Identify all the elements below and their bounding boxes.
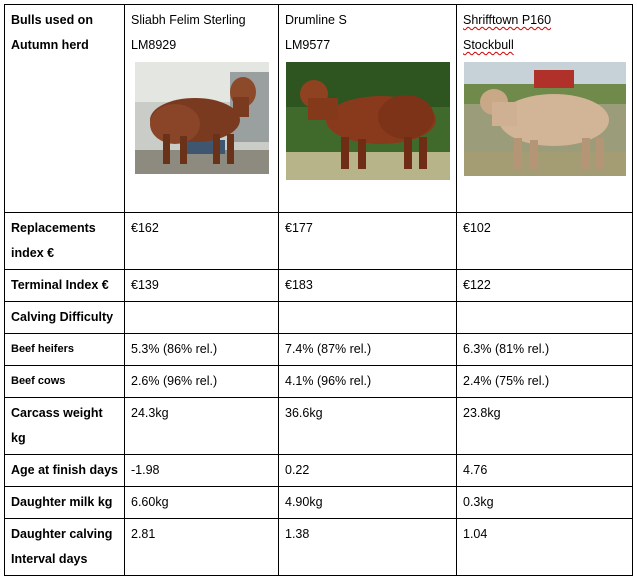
- cell-carcass-drumline: 36.6kg: [278, 397, 457, 455]
- cell-calving-shrifftown: [456, 301, 633, 334]
- row-calving-interval: Daughter calving Interval days 2.81 1.38…: [4, 518, 633, 576]
- cell-beef-heifers-sterling: 5.3% (86% rel.): [124, 333, 279, 366]
- bull-code-shrifftown: Stockbull: [463, 38, 514, 52]
- row-calving-difficulty: Calving Difficulty: [4, 301, 633, 334]
- bull-header-sterling: Sliabh Felim Sterling LM8929: [124, 4, 279, 213]
- cell-beef-heifers-shrifftown: 6.3% (81% rel.): [456, 333, 633, 366]
- cell-milk-drumline: 4.90kg: [278, 486, 457, 519]
- row-label-carcass-weight: Carcass weight kg: [4, 397, 125, 455]
- bull-name-drumline: Drumline S: [285, 13, 347, 27]
- row-replacements: Replacements index € €162 €177 €102: [4, 212, 633, 270]
- row-label-replacements-line1: Replacements: [11, 221, 96, 235]
- header-row: Bulls used on Autumn herd Sliabh Felim S…: [4, 4, 633, 213]
- bull-header-drumline: Drumline S LM9577: [278, 4, 457, 213]
- cell-age-finish-drumline: 0.22: [278, 454, 457, 487]
- row-label-daughter-milk: Daughter milk kg: [4, 486, 125, 519]
- bull-name-shrifftown: Shrifftown P160: [463, 13, 552, 27]
- cell-beef-cows-sterling: 2.6% (96% rel.): [124, 365, 279, 398]
- cell-beef-heifers-drumline: 7.4% (87% rel.): [278, 333, 457, 366]
- row-label-calving-interval-line2: Interval days: [11, 552, 88, 566]
- row-label-replacements: Replacements index €: [4, 212, 125, 270]
- bull-header-shrifftown: Shrifftown P160 Stockbull: [456, 4, 633, 213]
- row-label-calving-difficulty: Calving Difficulty: [4, 301, 125, 334]
- cell-calving-interval-drumline: 1.38: [278, 518, 457, 576]
- cell-age-finish-shrifftown: 4.76: [456, 454, 633, 487]
- cell-terminal-sterling: €139: [124, 269, 279, 302]
- bull-photo-drumline: [285, 62, 450, 180]
- cell-replacements-shrifftown: €102: [456, 212, 633, 270]
- cell-beef-cows-shrifftown: 2.4% (75% rel.): [456, 365, 633, 398]
- header-label-line2: Autumn herd: [11, 38, 89, 52]
- cell-age-finish-sterling: -1.98: [124, 454, 279, 487]
- cell-calving-interval-shrifftown: 1.04: [456, 518, 633, 576]
- row-beef-cows: Beef cows 2.6% (96% rel.) 4.1% (96% rel.…: [4, 365, 633, 398]
- row-carcass-weight: Carcass weight kg 24.3kg 36.6kg 23.8kg: [4, 397, 633, 455]
- cell-terminal-drumline: €183: [278, 269, 457, 302]
- row-age-finish: Age at finish days -1.98 0.22 4.76: [4, 454, 633, 487]
- cell-terminal-shrifftown: €122: [456, 269, 633, 302]
- cell-carcass-sterling: 24.3kg: [124, 397, 279, 455]
- row-beef-heifers: Beef heifers 5.3% (86% rel.) 7.4% (87% r…: [4, 333, 633, 366]
- row-label-beef-heifers: Beef heifers: [4, 333, 125, 366]
- row-daughter-milk: Daughter milk kg 6.60kg 4.90kg 0.3kg: [4, 486, 633, 519]
- row-label-terminal: Terminal Index €: [4, 269, 125, 302]
- cell-carcass-shrifftown: 23.8kg: [456, 397, 633, 455]
- row-label-beef-cows: Beef cows: [4, 365, 125, 398]
- cell-calving-sterling: [124, 301, 279, 334]
- bull-code-drumline: LM9577: [285, 38, 331, 52]
- row-label-calving-interval: Daughter calving Interval days: [4, 518, 125, 576]
- header-label-line1: Bulls used on: [11, 13, 93, 27]
- bull-photo-sterling: [134, 62, 269, 174]
- row-label-replacements-line2: index €: [11, 246, 55, 260]
- bull-code-sterling: LM8929: [131, 38, 177, 52]
- cell-milk-shrifftown: 0.3kg: [456, 486, 633, 519]
- cell-calving-interval-sterling: 2.81: [124, 518, 279, 576]
- header-label-cell: Bulls used on Autumn herd: [4, 4, 125, 213]
- row-label-calving-interval-line1: Daughter calving: [11, 527, 113, 541]
- cell-calving-drumline: [278, 301, 457, 334]
- cell-beef-cows-drumline: 4.1% (96% rel.): [278, 365, 457, 398]
- bull-photo-shrifftown: [463, 62, 626, 176]
- cell-replacements-drumline: €177: [278, 212, 457, 270]
- cell-milk-sterling: 6.60kg: [124, 486, 279, 519]
- row-terminal: Terminal Index € €139 €183 €122: [4, 269, 633, 302]
- bull-name-sterling: Sliabh Felim Sterling: [131, 13, 246, 27]
- bulls-table: Bulls used on Autumn herd Sliabh Felim S…: [4, 4, 633, 576]
- row-label-age-finish: Age at finish days: [4, 454, 125, 487]
- cell-replacements-sterling: €162: [124, 212, 279, 270]
